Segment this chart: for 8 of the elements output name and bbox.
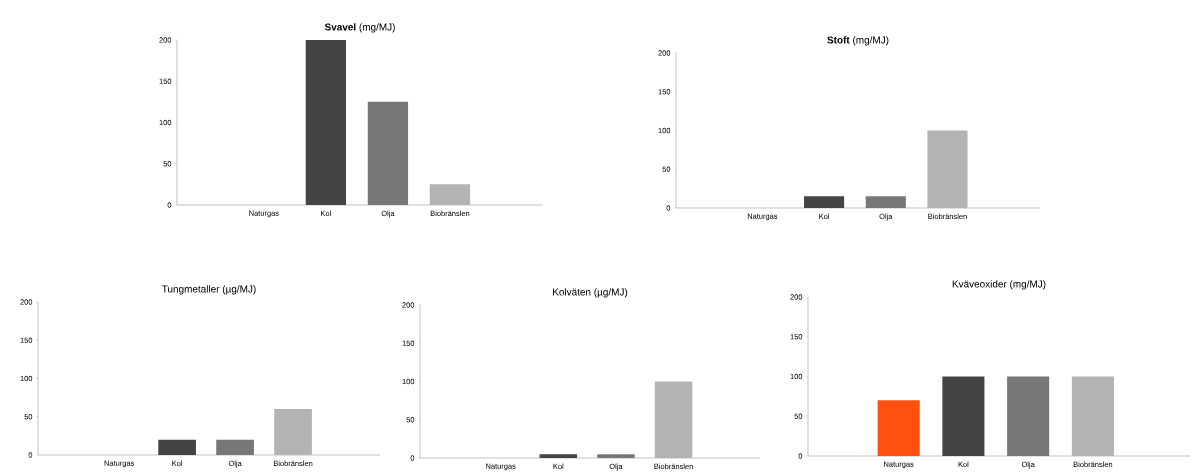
bar <box>367 101 409 205</box>
bar <box>429 184 471 205</box>
chart-title: Stoft (mg/MJ) <box>827 36 889 46</box>
chart-title: Tungmetaller (µg/MJ) <box>161 285 256 295</box>
chart-title: Svavel (mg/MJ) <box>324 23 395 33</box>
chart-title: Kolväten (µg/MJ) <box>553 288 628 298</box>
chart-title: Kväveoxider (mg/MJ) <box>952 280 1046 290</box>
bar <box>305 40 347 205</box>
